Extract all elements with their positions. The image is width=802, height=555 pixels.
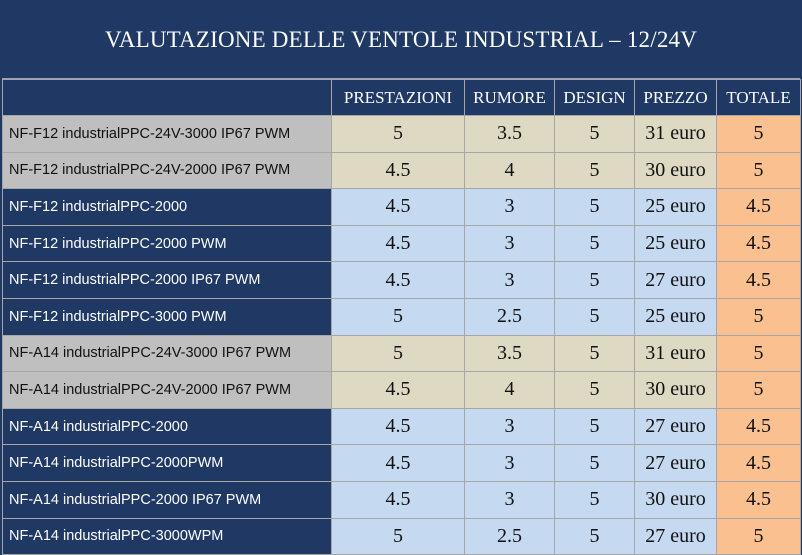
totale-cell: 5 [716,517,801,555]
fan-model-name: NF-A14 industrialPPC-24V-3000 IP67 PWM [2,334,332,373]
prezzo-cell: 30 euro [634,480,717,519]
fan-model-name: NF-A14 industrialPPC-3000WPM [2,517,332,555]
design-cell: 5 [554,407,635,446]
totale-cell: 4.5 [716,224,801,263]
header-corner-cell [2,79,332,116]
rumore-cell: 3 [464,188,555,226]
table-row: NF-A14 industrialPPC-24V-2000 IP67 PWM 4… [2,371,801,409]
fan-model-name: NF-A14 industrialPPC-2000 [2,407,332,446]
prezzo-cell: 27 euro [634,261,717,299]
prestazioni-cell: 5 [331,517,465,555]
design-cell: 5 [554,224,635,263]
fan-model-name: NF-F12 industrialPPC-24V-2000 IP67 PWM [2,151,332,190]
fan-model-name: NF-F12 industrialPPC-3000 PWM [2,297,332,336]
column-header-prezzo: PREZZO [634,79,717,116]
table-title: VALUTAZIONE DELLE VENTOLE INDUSTRIAL – 1… [2,2,800,79]
prezzo-cell: 27 euro [634,407,717,446]
prestazioni-cell: 4.5 [331,444,465,482]
header-row: PRESTAZIONI RUMORE DESIGN PREZZO TOTALE [2,79,801,116]
totale-cell: 5 [716,297,801,336]
table-row: NF-F12 industrialPPC-24V-2000 IP67 PWM 4… [2,151,801,190]
table-row: NF-A14 industrialPPC-2000 4.5 3 5 27 eur… [2,407,801,446]
fan-model-name: NF-F12 industrialPPC-2000 PWM [2,224,332,263]
table-row: NF-F12 industrialPPC-2000 4.5 3 5 25 eur… [2,188,801,226]
prestazioni-cell: 5 [331,297,465,336]
rumore-cell: 3.5 [464,334,555,373]
totale-cell: 4.5 [716,407,801,446]
totale-cell: 5 [716,115,801,153]
prezzo-cell: 31 euro [634,334,717,373]
rumore-cell: 2.5 [464,517,555,555]
prestazioni-cell: 4.5 [331,151,465,190]
fan-model-name: NF-F12 industrialPPC-24V-3000 IP67 PWM [2,115,332,153]
totale-cell: 5 [716,371,801,409]
rumore-cell: 3 [464,480,555,519]
table-row: NF-A14 industrialPPC-3000WPM 5 2.5 5 27 … [2,517,801,555]
design-cell: 5 [554,480,635,519]
rumore-cell: 4 [464,371,555,409]
rumore-cell: 4 [464,151,555,190]
prestazioni-cell: 4.5 [331,407,465,446]
prezzo-cell: 25 euro [634,188,717,226]
table-row: NF-A14 industrialPPC-2000 IP67 PWM 4.5 3… [2,480,801,519]
totale-cell: 4.5 [716,188,801,226]
fan-model-name: NF-F12 industrialPPC-2000 IP67 PWM [2,261,332,299]
column-header-prestazioni: PRESTAZIONI [331,79,465,116]
prestazioni-cell: 4.5 [331,261,465,299]
design-cell: 5 [554,151,635,190]
fan-model-name: NF-A14 industrialPPC-24V-2000 IP67 PWM [2,371,332,409]
prestazioni-cell: 5 [331,334,465,373]
design-cell: 5 [554,261,635,299]
fan-model-name: NF-F12 industrialPPC-2000 [2,188,332,226]
design-cell: 5 [554,334,635,373]
prezzo-cell: 30 euro [634,151,717,190]
prezzo-cell: 25 euro [634,224,717,263]
prezzo-cell: 25 euro [634,297,717,336]
rumore-cell: 3 [464,407,555,446]
design-cell: 5 [554,115,635,153]
column-header-totale: TOTALE [716,79,801,116]
design-cell: 5 [554,444,635,482]
rumore-cell: 3 [464,224,555,263]
prestazioni-cell: 4.5 [331,188,465,226]
table-row: NF-A14 industrialPPC-24V-3000 IP67 PWM 5… [2,334,801,373]
table-row: NF-F12 industrialPPC-3000 PWM 5 2.5 5 25… [2,297,801,336]
prezzo-cell: 27 euro [634,517,717,555]
prestazioni-cell: 4.5 [331,480,465,519]
prestazioni-cell: 4.5 [331,371,465,409]
totale-cell: 4.5 [716,444,801,482]
rumore-cell: 3.5 [464,115,555,153]
column-header-rumore: RUMORE [464,79,555,116]
column-header-design: DESIGN [554,79,635,116]
prestazioni-cell: 4.5 [331,224,465,263]
rumore-cell: 2.5 [464,297,555,336]
design-cell: 5 [554,297,635,336]
table-row: NF-F12 industrialPPC-24V-3000 IP67 PWM 5… [2,115,801,153]
prestazioni-cell: 5 [331,115,465,153]
design-cell: 5 [554,371,635,409]
totale-cell: 5 [716,151,801,190]
fan-model-name: NF-A14 industrialPPC-2000 IP67 PWM [2,480,332,519]
design-cell: 5 [554,188,635,226]
table-row: NF-F12 industrialPPC-2000 IP67 PWM 4.5 3… [2,261,801,299]
rumore-cell: 3 [464,444,555,482]
totale-cell: 4.5 [716,480,801,519]
totale-cell: 4.5 [716,261,801,299]
fan-model-name: NF-A14 industrialPPC-2000PWM [2,444,332,482]
prezzo-cell: 31 euro [634,115,717,153]
prezzo-cell: 27 euro [634,444,717,482]
totale-cell: 5 [716,334,801,373]
design-cell: 5 [554,517,635,555]
table-row: NF-A14 industrialPPC-2000PWM 4.5 3 5 27 … [2,444,801,482]
table-row: NF-F12 industrialPPC-2000 PWM 4.5 3 5 25… [2,224,801,263]
rumore-cell: 3 [464,261,555,299]
fan-rating-table: PRESTAZIONI RUMORE DESIGN PREZZO TOTALE … [2,79,801,555]
prezzo-cell: 30 euro [634,371,717,409]
